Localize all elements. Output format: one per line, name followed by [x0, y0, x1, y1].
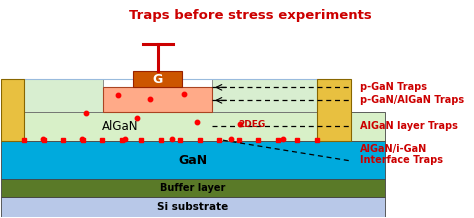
- Bar: [0, 79, 24, 141]
- Text: S: S: [8, 103, 18, 117]
- Text: Si substrate: Si substrate: [157, 202, 228, 212]
- Text: p-GaN Traps: p-GaN Traps: [360, 82, 427, 92]
- Text: G: G: [153, 73, 163, 86]
- Bar: [24, 79, 103, 112]
- Text: AlGaN: AlGaN: [102, 120, 138, 133]
- Text: P-GaN: P-GaN: [140, 95, 176, 105]
- Bar: [0, 179, 385, 197]
- Text: p-GaN/AlGaN Traps: p-GaN/AlGaN Traps: [360, 95, 464, 105]
- Text: Buffer layer: Buffer layer: [160, 183, 226, 193]
- Bar: [212, 79, 317, 112]
- Bar: [317, 79, 351, 141]
- Text: Traps before stress experiments: Traps before stress experiments: [129, 9, 372, 22]
- Bar: [0, 197, 385, 217]
- Text: Passivation: Passivation: [40, 83, 87, 93]
- Text: GaN: GaN: [178, 154, 208, 167]
- Bar: [0, 112, 385, 141]
- Text: D: D: [328, 103, 340, 117]
- Bar: [103, 87, 212, 112]
- Text: 2DEG: 2DEG: [238, 120, 265, 129]
- Text: AlGaN/i-GaN
Interface Traps: AlGaN/i-GaN Interface Traps: [360, 144, 443, 165]
- Bar: [133, 71, 182, 87]
- Bar: [0, 141, 385, 179]
- Text: AlGaN layer Traps: AlGaN layer Traps: [360, 121, 457, 131]
- Text: Passivation: Passivation: [241, 83, 288, 93]
